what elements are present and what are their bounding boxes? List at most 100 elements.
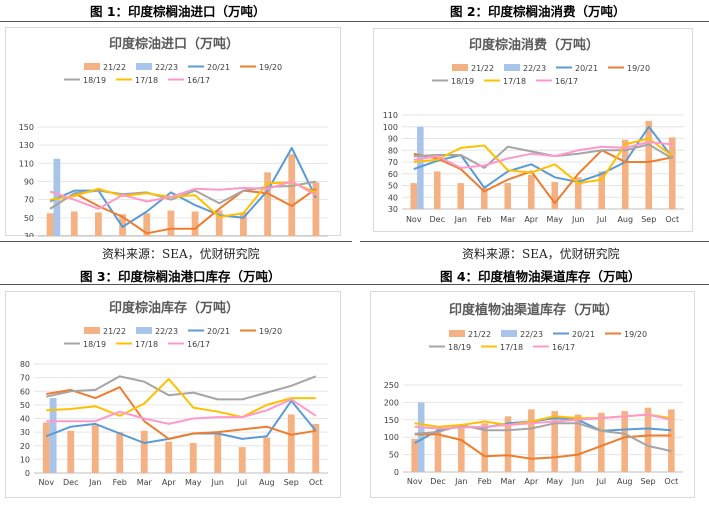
legend-label-17-18: 17/18 [135, 76, 158, 85]
bar-21-22 [140, 430, 148, 473]
legend-swatch-22-23 [136, 327, 152, 334]
y-tick-label: 150 [384, 416, 399, 425]
legend-label-18-19: 18/19 [448, 343, 471, 352]
series-line-17-18 [46, 378, 316, 419]
bar-21-22 [288, 154, 296, 236]
x-tick-label: Nov [406, 215, 422, 224]
bar-21-22 [67, 430, 75, 473]
bar-21-22 [481, 423, 488, 472]
legend-label-19-20: 19/20 [259, 63, 282, 72]
y-tick-label: 90 [24, 178, 34, 187]
y-tick-label: 0 [394, 468, 399, 477]
chart-title: 印度棕油消费（万吨） [469, 37, 599, 53]
chart-title: 印度棕油进口（万吨） [109, 36, 239, 52]
y-tick-label: 30 [388, 205, 398, 214]
bar-21-22 [46, 213, 54, 236]
bar-21-22 [238, 447, 246, 473]
source-note-left: 资料来源：SEA，优财研究院 [102, 247, 260, 261]
bar-22-23 [417, 126, 424, 209]
bar-21-22 [240, 212, 247, 236]
legend-label-16-17: 16/17 [555, 77, 578, 86]
bar-21-22 [621, 411, 628, 472]
bar-21-22 [598, 171, 606, 209]
legend-label-19-20: 19/20 [627, 64, 650, 73]
legend-label-22-23: 22/23 [520, 330, 543, 339]
legend-label-20-21: 20/21 [572, 330, 595, 339]
legend-label-17-18: 17/18 [503, 77, 526, 86]
bar-21-22 [480, 187, 488, 209]
x-tick-label: Jun [571, 477, 585, 486]
y-tick-label: 50 [389, 451, 399, 460]
y-tick-label: 110 [383, 111, 398, 120]
y-tick-label: 20 [20, 442, 30, 451]
legend-swatch-22-23 [501, 330, 517, 337]
bar-21-22 [458, 428, 465, 472]
figure-3-caption: 图 3：印度棕榈油港口库存（万吨） [80, 269, 281, 284]
bar-21-22 [551, 181, 559, 209]
y-tick-label: 70 [20, 374, 30, 383]
legend-label-20-21: 20/21 [207, 327, 230, 336]
y-tick-label: 0 [25, 469, 30, 478]
y-tick-label: 100 [384, 433, 399, 442]
bar-21-22 [574, 177, 582, 209]
bar-21-22 [504, 183, 512, 209]
x-tick-label: Sep [641, 215, 656, 224]
series-line-19-20 [413, 149, 673, 205]
y-tick-label: 80 [20, 360, 30, 369]
y-tick-label: 130 [19, 141, 34, 150]
series-line-19-20 [46, 386, 316, 440]
y-tick-label: 250 [384, 381, 399, 390]
chart-svg: 印度植物油渠道库存（万吨） 21/22 22/23 20/21 19/20 18/19 17… [384, 302, 683, 486]
legend-label-16-17: 16/17 [187, 76, 210, 85]
y-tick-label: 150 [19, 123, 34, 132]
bar-21-22 [95, 212, 102, 236]
chart-panel-palm-consumption: 印度棕油消费（万吨） 21/22 22/23 20/21 19/20 18/19 17/18… [373, 28, 693, 232]
legend-label-22-23: 22/23 [155, 327, 178, 336]
source-divider-right [360, 241, 709, 242]
bar-21-22 [434, 431, 442, 472]
x-tick-label: Jul [596, 477, 607, 486]
x-tick-label: Aug [617, 477, 633, 486]
bar-21-22 [410, 183, 418, 209]
legend-swatch-21-22 [452, 64, 468, 71]
bar-21-22 [598, 412, 605, 472]
x-tick-label: Aug [259, 478, 275, 487]
x-tick-label: May [546, 477, 563, 486]
x-tick-label: Sep [284, 478, 299, 487]
legend-label-17-18: 17/18 [500, 343, 523, 352]
x-tick-label: Jan [88, 478, 101, 487]
series-line-19-20 [49, 187, 317, 235]
y-tick-label: 110 [19, 159, 34, 168]
y-tick-label: 80 [388, 146, 398, 155]
x-tick-label: Jun [571, 215, 585, 224]
bar-21-22 [167, 210, 175, 236]
bar-21-22 [287, 414, 295, 473]
bar-21-22 [644, 407, 652, 472]
bar-21-22 [70, 211, 78, 236]
legend-label-18-19: 18/19 [83, 340, 106, 349]
legend-label-20-21: 20/21 [207, 63, 230, 72]
bar-21-22 [433, 171, 441, 209]
series-line-17-18 [413, 137, 673, 185]
bar-21-22 [263, 437, 271, 473]
legend-label-19-20: 19/20 [259, 327, 282, 336]
series-line-20-21 [413, 125, 674, 189]
bar-21-22 [191, 211, 199, 236]
legend-swatch-22-23 [504, 64, 520, 71]
chart-panel-palm-port-stock: 印度棕油库存（万吨） 21/22 22/23 20/21 19/20 18/19 17/18… [5, 291, 341, 498]
x-tick-label: Dec [430, 477, 445, 486]
series-line-16-17 [49, 180, 317, 210]
x-tick-label: Apr [162, 478, 177, 487]
x-tick-label: May [546, 215, 563, 224]
chart-panel-vegoil-pipeline-stock: 印度植物油渠道库存（万吨） 21/22 22/23 20/21 19/20 18/19 17… [370, 291, 695, 498]
caption-divider-bottom [0, 284, 709, 285]
bar-21-22 [621, 139, 629, 209]
y-tick-label: 90 [388, 135, 398, 144]
figure-2-caption: 图 2：印度棕榈油消费（万吨） [450, 4, 626, 19]
legend-swatch-21-22 [84, 327, 100, 334]
x-tick-label: Mar [500, 215, 516, 224]
bar-21-22 [551, 411, 558, 472]
legend-label-18-19: 18/19 [83, 76, 106, 85]
x-tick-label: Jan [454, 477, 467, 486]
series-line-19-20 [414, 433, 672, 460]
